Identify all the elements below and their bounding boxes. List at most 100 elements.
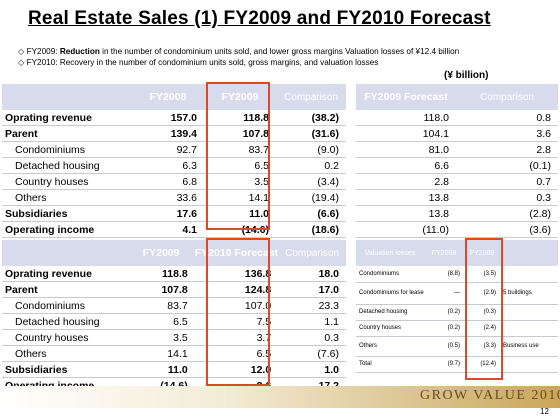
row-value: 7.5 (194, 313, 279, 330)
row-value: 0.8 (456, 110, 558, 126)
table-row: Condominiums (8.8) (3.5) (356, 266, 558, 283)
row-label: Others (2, 345, 128, 362)
fy2010-highlight-box (206, 238, 270, 386)
row-value: (2.9) (464, 282, 500, 305)
valuation-header-fy2009: FY2009 (464, 240, 500, 266)
row-value: (3.6) (456, 221, 558, 238)
table-row: 104.1 3.6 (356, 125, 558, 142)
table-row: Operating income 4.1 (14.6) (18.6) (2, 221, 346, 238)
valuation-header-fy2008: FY2008 (424, 240, 464, 266)
row-note: Business use (500, 336, 558, 357)
row-value: (0.3) (464, 304, 500, 321)
row-value: 118.8 (127, 266, 195, 282)
table2-header-forecast: FY2009 Forecast (356, 84, 456, 110)
row-value: 13.8 (356, 205, 456, 222)
row-value: 2.8 (356, 173, 456, 190)
row-value: (18.6) (276, 221, 346, 238)
table-row: Condominiums 83.7 107.0 23.3 (2, 297, 346, 314)
row-value: 81.0 (356, 141, 456, 158)
table-row: Total (9.7) (12.4) (356, 356, 558, 373)
footer-logo-text: GROW VALUE 2010 (420, 388, 560, 403)
row-value: 3.5 (127, 329, 195, 346)
row-value: 0.3 (278, 329, 346, 346)
table-row: 81.0 2.8 (356, 141, 558, 158)
row-note (500, 356, 558, 373)
row-value: 107.8 (204, 125, 276, 142)
row-label: Others (356, 336, 424, 357)
table-row: (11.0) (3.6) (356, 221, 558, 238)
row-value: 14.1 (204, 189, 276, 206)
row-value: 6.5 (194, 345, 279, 362)
valuation-fy2009-highlight-box (465, 238, 503, 380)
row-label: Parent (2, 125, 132, 142)
table-row: Parent 139.4 107.8 (31.6) (2, 125, 346, 142)
table3-header-fy2009: FY2009 (127, 240, 195, 266)
row-value: (0.2) (424, 304, 464, 321)
row-value: 4.1 (132, 221, 204, 238)
row-value: 3.5 (204, 173, 276, 190)
row-label: Country houses (2, 173, 132, 190)
row-value: 6.5 (127, 313, 195, 330)
table-row: 6.6 (0.1) (356, 157, 558, 174)
row-note (500, 266, 558, 283)
table-row: Condominiums for lease — (2.9) 5 buildings (356, 282, 558, 305)
row-label: Country houses (356, 320, 424, 337)
row-value: 83.7 (204, 141, 276, 158)
page-number: 12 (540, 407, 549, 416)
footer-bar (0, 386, 560, 408)
table-row: Oprating revenue 157.0 118.8 (38.2) (2, 110, 346, 126)
row-value: 6.5 (204, 157, 276, 174)
row-value: (12.4) (464, 356, 500, 373)
table3-header-comparison: Comparison (278, 240, 346, 266)
row-label: Oprating revenue (2, 266, 128, 282)
row-value: 1.0 (278, 361, 346, 378)
row-value: (2.8) (456, 205, 558, 222)
row-value: (3.3) (464, 336, 500, 357)
page-title: Real Estate Sales (1) FY2009 and FY2010 … (28, 8, 491, 29)
row-label: Oprating revenue (2, 110, 132, 126)
row-label: Condominiums (2, 141, 132, 158)
row-value: 124.8 (194, 281, 279, 298)
table-row: Country houses 3.5 3.7 0.3 (2, 329, 346, 346)
valuation-header-note (500, 240, 558, 266)
table-row: 2.8 0.7 (356, 173, 558, 190)
bullet-fy2010: ◇ FY2010: Recovery in the number of cond… (18, 58, 379, 67)
row-value: 0.2 (276, 157, 346, 174)
table-row: Parent 107.8 124.8 17.0 (2, 281, 346, 298)
row-value: 6.8 (132, 173, 204, 190)
row-value: (9.0) (276, 141, 346, 158)
table3-header-fy2010: FY2010 Forecast (194, 240, 279, 266)
row-value: 83.7 (127, 297, 195, 314)
row-value: (7.6) (278, 345, 346, 362)
row-value: 0.3 (456, 189, 558, 206)
row-value: 6.6 (356, 157, 456, 174)
row-value: 139.4 (132, 125, 204, 142)
table3-header-label (2, 240, 128, 266)
row-label: Others (2, 189, 132, 206)
row-value: 6.3 (132, 157, 204, 174)
table1-header-fy2008: FY2008 (132, 84, 204, 110)
row-label: Subsidiaries (2, 205, 132, 222)
row-value: 107.8 (127, 281, 195, 298)
row-label: Detached housing (356, 304, 424, 321)
table-row: Others 14.1 6.5 (7.6) (2, 345, 346, 362)
table-row: 13.8 0.3 (356, 189, 558, 206)
row-label: Condominiums for lease (356, 282, 424, 305)
table-row: Detached housing (0.2) (0.3) (356, 304, 558, 321)
row-value: (9.7) (424, 356, 464, 373)
table-row: Subsidiaries 17.6 11.0 (6.6) (2, 205, 346, 222)
unit-label: (¥ billion) (444, 70, 489, 81)
row-label: Detached housing (2, 157, 132, 174)
valuation-losses-table: Valuation losses FY2008 FY2009 Condomini… (356, 240, 558, 373)
row-value: (3.5) (464, 266, 500, 283)
row-label: Condominiums (356, 266, 424, 283)
row-label: Detached housing (2, 313, 128, 330)
row-label: Country houses (2, 329, 128, 346)
fy2009-highlight-box (206, 82, 270, 230)
row-note (500, 320, 558, 337)
row-value: (31.6) (276, 125, 346, 142)
row-label: Subsidiaries (2, 361, 128, 378)
row-value: (0.2) (424, 320, 464, 337)
row-label: Parent (2, 281, 128, 298)
table-row: Detached housing 6.5 7.5 1.1 (2, 313, 346, 330)
